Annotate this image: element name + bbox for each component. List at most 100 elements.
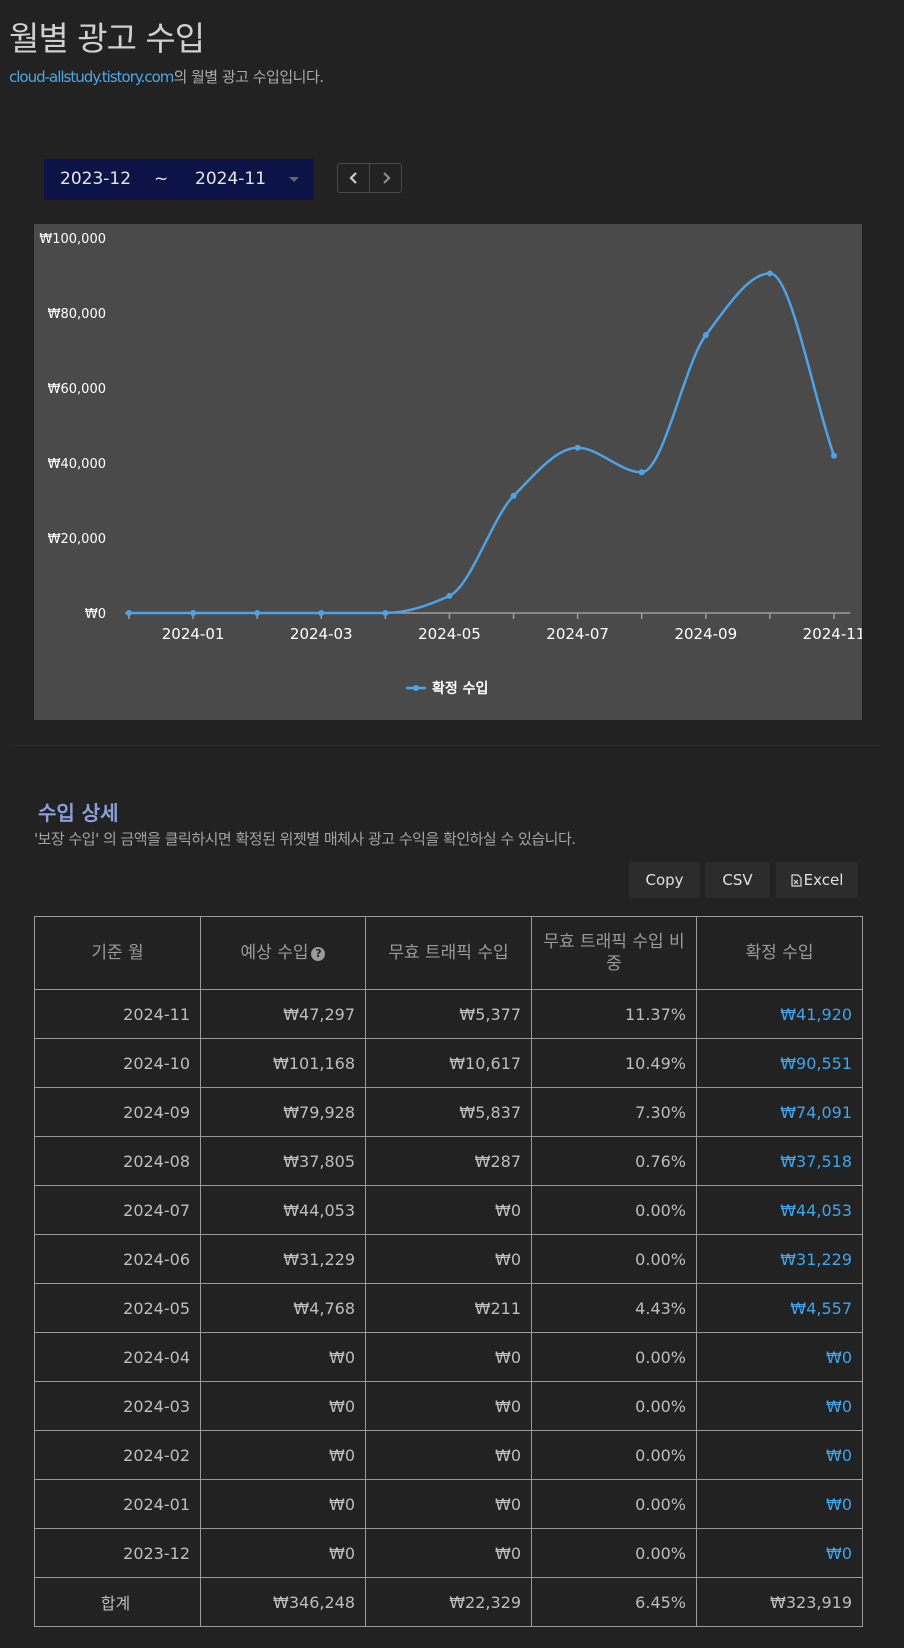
- date-range-picker[interactable]: 2023-12 ~ 2024-11: [44, 159, 314, 200]
- page-subtitle: cloud-allstudy.tistory.com의 월별 광고 수입입니다.: [9, 66, 324, 87]
- table-row: 2024-03 ₩0 ₩0 0.00% ₩0: [34, 1381, 863, 1431]
- invalid-ratio-cell: 0.00%: [531, 1381, 697, 1431]
- month-cell: 2024-03: [34, 1381, 201, 1431]
- income-line-chart: ₩0 ₩20,000 ₩40,000 ₩60,000 ₩80,000 ₩100,000 2…: [39, 232, 862, 697]
- legend-dot: [413, 685, 419, 691]
- question-circle-icon[interactable]: ?: [311, 947, 326, 961]
- month-cell: 2024-04: [34, 1332, 201, 1382]
- confirmed-cell[interactable]: ₩31,229: [696, 1234, 863, 1284]
- excel-button[interactable]: Excel: [776, 862, 858, 898]
- month-cell: 2024-06: [34, 1234, 201, 1284]
- table-row: 2024-07 ₩44,053 ₩0 0.00% ₩44,053: [34, 1185, 863, 1235]
- invalid-ratio-cell: 11.37%: [531, 989, 697, 1039]
- estimated-cell: ₩0: [200, 1479, 366, 1529]
- csv-button[interactable]: CSV: [705, 862, 770, 898]
- estimated-cell: ₩0: [200, 1381, 366, 1431]
- data-point[interactable]: [382, 610, 389, 616]
- confirmed-cell[interactable]: ₩0: [696, 1332, 863, 1382]
- month-cell: 2024-07: [34, 1185, 201, 1235]
- page-title: 월별 광고 수입: [9, 19, 205, 58]
- site-link[interactable]: cloud-allstudy.tistory.com: [9, 68, 174, 86]
- details-description: '보장 수입' 의 금액을 클릭하시면 확정된 위젯별 매체사 광고 수익을 확…: [34, 830, 576, 848]
- month-cell: 2024-09: [34, 1087, 201, 1137]
- y-tick-label: ₩20,000: [48, 532, 106, 547]
- table-row: 2024-02 ₩0 ₩0 0.00% ₩0: [34, 1430, 863, 1480]
- legend-label: 확정 수입: [432, 680, 488, 697]
- range-start: 2023-12: [60, 169, 132, 189]
- col-confirmed[interactable]: 확정 수입: [696, 916, 863, 990]
- confirmed-cell[interactable]: ₩0: [696, 1430, 863, 1480]
- col-month[interactable]: 기준 월: [34, 916, 201, 990]
- confirmed-cell[interactable]: ₩44,053: [696, 1185, 863, 1235]
- total-confirmed-cell: ₩323,919: [696, 1577, 863, 1627]
- table-row: 2024-10 ₩101,168 ₩10,617 10.49% ₩90,551: [34, 1038, 863, 1088]
- col-estimated[interactable]: 예상 수입?: [200, 916, 366, 990]
- caret-down-icon: [289, 177, 299, 182]
- range-separator: ~: [154, 169, 169, 189]
- invalid-traffic-cell: ₩10,617: [365, 1038, 532, 1088]
- table-row: 2024-05 ₩4,768 ₩211 4.43% ₩4,557: [34, 1283, 863, 1333]
- x-tick-label: 2024-07: [546, 625, 609, 643]
- invalid-traffic-cell: ₩5,837: [365, 1087, 532, 1137]
- invalid-ratio-cell: 0.00%: [531, 1528, 697, 1578]
- month-cell: 2024-05: [34, 1283, 201, 1333]
- total-invalid-ratio-cell: 6.45%: [531, 1577, 697, 1627]
- confirmed-cell[interactable]: ₩90,551: [696, 1038, 863, 1088]
- data-point[interactable]: [254, 610, 261, 616]
- data-point[interactable]: [766, 270, 773, 277]
- total-label: 합계: [34, 1577, 201, 1627]
- data-point[interactable]: [446, 592, 453, 599]
- data-point[interactable]: [702, 332, 709, 339]
- invalid-ratio-cell: 7.30%: [531, 1087, 697, 1137]
- invalid-traffic-cell: ₩211: [365, 1283, 532, 1333]
- confirmed-cell[interactable]: ₩74,091: [696, 1087, 863, 1137]
- series-line: [129, 272, 836, 615]
- data-point[interactable]: [190, 610, 197, 616]
- table-row: 2024-09 ₩79,928 ₩5,837 7.30% ₩74,091: [34, 1087, 863, 1137]
- col-invalid-ratio[interactable]: 무효 트래픽 수입 비중: [531, 916, 697, 990]
- confirmed-cell[interactable]: ₩0: [696, 1381, 863, 1431]
- data-point[interactable]: [510, 492, 517, 499]
- invalid-ratio-cell: 0.00%: [531, 1234, 697, 1284]
- table-row: 2023-12 ₩0 ₩0 0.00% ₩0: [34, 1528, 863, 1578]
- table-row: 2024-11 ₩47,297 ₩5,377 11.37% ₩41,920: [34, 989, 863, 1039]
- confirmed-cell[interactable]: ₩37,518: [696, 1136, 863, 1186]
- y-tick-label: ₩100,000: [39, 232, 106, 247]
- table-row: 2024-06 ₩31,229 ₩0 0.00% ₩31,229: [34, 1234, 863, 1284]
- month-cell: 2024-11: [34, 989, 201, 1039]
- estimated-cell: ₩47,297: [200, 989, 366, 1039]
- x-tick-label: 2024-01: [162, 625, 225, 643]
- estimated-cell: ₩0: [200, 1528, 366, 1578]
- copy-button[interactable]: Copy: [629, 862, 700, 898]
- data-point[interactable]: [574, 444, 581, 451]
- prev-range-button[interactable]: [338, 164, 369, 192]
- subtitle-text: 의 월별 광고 수입입니다.: [173, 68, 324, 86]
- month-cell: 2023-12: [34, 1528, 201, 1578]
- estimated-cell: ₩37,805: [200, 1136, 366, 1186]
- table-row: 2024-08 ₩37,805 ₩287 0.76% ₩37,518: [34, 1136, 863, 1186]
- confirmed-cell[interactable]: ₩0: [696, 1528, 863, 1578]
- confirmed-cell[interactable]: ₩0: [696, 1479, 863, 1529]
- x-tick-label: 2024-03: [290, 625, 353, 643]
- estimated-cell: ₩101,168: [200, 1038, 366, 1088]
- chart-legend[interactable]: 확정 수입: [406, 680, 488, 697]
- data-point[interactable]: [318, 610, 325, 616]
- invalid-traffic-cell: ₩0: [365, 1381, 532, 1431]
- invalid-ratio-cell: 0.00%: [531, 1185, 697, 1235]
- invalid-ratio-cell: 0.00%: [531, 1332, 697, 1382]
- confirmed-cell[interactable]: ₩4,557: [696, 1283, 863, 1333]
- next-range-button[interactable]: [369, 164, 401, 192]
- confirmed-cell[interactable]: ₩41,920: [696, 989, 863, 1039]
- estimated-cell: ₩0: [200, 1430, 366, 1480]
- data-point[interactable]: [126, 610, 132, 616]
- chevron-right-icon: [382, 172, 391, 184]
- data-point[interactable]: [638, 469, 645, 476]
- invalid-traffic-cell: ₩0: [365, 1528, 532, 1578]
- data-point[interactable]: [831, 452, 837, 459]
- invalid-traffic-cell: ₩0: [365, 1185, 532, 1235]
- invalid-ratio-cell: 0.00%: [531, 1479, 697, 1529]
- x-tick-label: 2024-11: [803, 625, 862, 643]
- col-invalid-traffic[interactable]: 무효 트래픽 수입: [365, 916, 532, 990]
- table-header-row: 기준 월 예상 수입? 무효 트래픽 수입 무효 트래픽 수입 비중 확정 수입: [34, 916, 863, 990]
- income-table: 기준 월 예상 수입? 무효 트래픽 수입 무효 트래픽 수입 비중 확정 수입…: [34, 916, 863, 1627]
